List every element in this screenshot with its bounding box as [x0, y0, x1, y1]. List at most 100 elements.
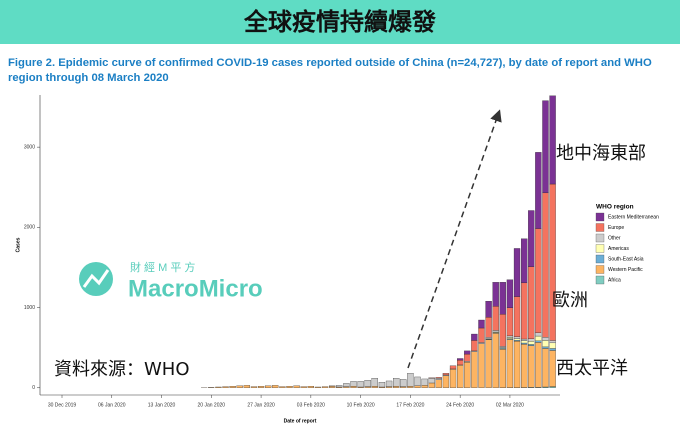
watermark-brand: MacroMicro	[128, 275, 263, 302]
bar-segment	[542, 337, 549, 341]
bar-segment	[378, 382, 386, 388]
legend-label: Western Pacific	[608, 267, 643, 273]
bar-segment	[371, 378, 378, 387]
x-tick-label: 27 Jan 2020	[247, 402, 275, 408]
bar-segment	[549, 342, 556, 349]
annotation: 歐洲	[552, 290, 588, 311]
bar-segment	[471, 340, 478, 352]
bar-segment	[428, 378, 435, 384]
bar-segment	[549, 95, 556, 185]
bar-segment	[442, 375, 450, 388]
bar-segment	[385, 386, 393, 388]
bar-segment	[314, 386, 322, 388]
y-tick-label: 0	[32, 385, 35, 391]
bar-segment	[449, 369, 457, 388]
bar-segment	[506, 335, 514, 338]
bar-segment	[471, 333, 478, 341]
legend-swatch	[595, 212, 605, 222]
bar-segment	[528, 266, 535, 340]
bar-segment	[400, 386, 407, 388]
bar-segment	[329, 386, 336, 388]
bar-segment	[265, 385, 272, 388]
chart-title: Figure 2. Epidemic curve of confirmed CO…	[8, 57, 652, 84]
bar-segment	[499, 282, 506, 315]
bar-segment	[336, 385, 343, 388]
bar-segment	[400, 379, 407, 387]
bar-segment	[485, 300, 492, 318]
bar-segment	[492, 333, 499, 388]
y-axis-label: Cases	[15, 237, 21, 252]
bar-segment	[385, 380, 393, 387]
bar-segment	[257, 386, 265, 388]
legend: WHO region Eastern Mediterranean Europe Oth…	[595, 204, 659, 285]
bar-segment	[357, 381, 364, 388]
bar-segment	[499, 349, 506, 388]
legend-title: WHO region	[596, 204, 634, 211]
bar-segment	[492, 306, 499, 331]
bar-segment	[535, 228, 542, 333]
bar-segment	[243, 385, 251, 388]
bar-segment	[307, 386, 315, 388]
bar-segment	[521, 282, 528, 340]
bar-segment	[521, 338, 528, 341]
bar-segment	[464, 350, 471, 355]
bar-segment	[478, 319, 485, 329]
bar-segment	[528, 344, 535, 346]
bar-segment	[528, 210, 535, 267]
bar-segment	[506, 339, 514, 388]
bar-segment	[506, 279, 514, 308]
bar-segment	[549, 183, 556, 341]
x-tick-label: 20 Jan 2020	[198, 402, 226, 408]
bar-segment	[300, 386, 307, 388]
bar-segment	[364, 386, 371, 388]
x-tick-label: 13 Jan 2020	[148, 402, 176, 408]
y-tick-label: 1000	[24, 305, 35, 311]
bar-segment	[485, 339, 492, 388]
x-tick-label: 24 Feb 2020	[446, 402, 474, 408]
bar-segment	[521, 340, 528, 344]
bar-segment	[513, 340, 521, 388]
x-tick-label: 02 Mar 2020	[496, 402, 524, 408]
bar-segment	[464, 353, 471, 362]
bar-segment	[506, 337, 514, 339]
bar-segment	[293, 385, 300, 388]
bar-segment	[535, 340, 542, 343]
bar-segment	[549, 350, 556, 387]
bar-segment	[506, 307, 514, 337]
bar-segment	[549, 348, 556, 351]
bar-segment	[414, 376, 421, 386]
bar-segment	[542, 348, 549, 388]
banner: 全球疫情持續爆發	[0, 0, 680, 44]
annotation: 西太平洋	[556, 358, 628, 379]
bar-segment	[513, 338, 521, 341]
legend-label: Americas	[608, 246, 629, 252]
bar-segment	[421, 378, 428, 386]
legend-swatch	[595, 265, 605, 274]
bar-segment	[542, 192, 549, 338]
x-tick-label: 30 Dec 2019	[48, 402, 77, 408]
bar-segment	[407, 386, 414, 388]
bar-segment	[393, 378, 400, 387]
bar-segment	[229, 386, 236, 388]
bar-segment	[513, 296, 521, 337]
bar-segment	[222, 386, 229, 388]
bar-segment	[371, 386, 378, 388]
bar-segment	[407, 373, 414, 387]
bar-segment	[513, 336, 521, 339]
bar-segment	[435, 378, 442, 380]
bar-segment	[535, 342, 542, 388]
trend-arrow	[407, 109, 502, 369]
bar-segment	[478, 343, 485, 388]
bar-segment	[435, 379, 442, 388]
legend-label: Africa	[608, 277, 621, 283]
bar-segment	[421, 385, 428, 388]
legend-swatch	[595, 244, 605, 253]
legend-label: South-East Asia	[608, 256, 644, 262]
legend-label: Eastern Mediterranean	[608, 214, 659, 220]
bar-segment	[521, 238, 528, 284]
y-tick-label: 3000	[24, 144, 35, 150]
bar-segment	[457, 359, 464, 366]
bar-segment	[478, 342, 485, 344]
legend-label: Other	[608, 235, 621, 241]
